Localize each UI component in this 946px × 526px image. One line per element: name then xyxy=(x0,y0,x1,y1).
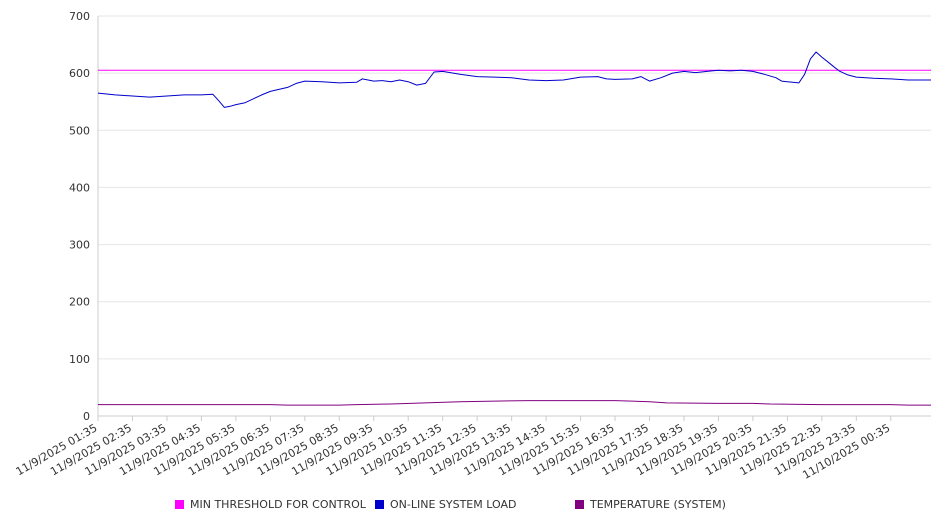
series-layer xyxy=(97,51,931,406)
legend-label-temperature: TEMPERATURE (SYSTEM) xyxy=(590,498,726,511)
series-line-system-load xyxy=(97,51,931,108)
legend-item-system-load[interactable]: ON-LINE SYSTEM LOAD xyxy=(375,498,516,511)
legend-swatch-temperature xyxy=(575,500,584,509)
legend-swatch-system-load xyxy=(375,500,384,509)
y-tick-label: 200 xyxy=(69,296,90,309)
legend: MIN THRESHOLD FOR CONTROL ON-LINE SYSTEM… xyxy=(0,498,946,514)
legend-item-threshold[interactable]: MIN THRESHOLD FOR CONTROL xyxy=(175,498,366,511)
y-tick-label: 400 xyxy=(69,181,90,194)
legend-swatch-threshold xyxy=(175,500,184,509)
legend-label-threshold: MIN THRESHOLD FOR CONTROL xyxy=(190,498,366,511)
series-line-temperature xyxy=(98,400,931,406)
y-tick-label: 100 xyxy=(69,353,90,366)
y-tick-label: 700 xyxy=(69,10,90,23)
legend-item-temperature[interactable]: TEMPERATURE (SYSTEM) xyxy=(575,498,726,511)
grid-layer xyxy=(98,15,931,360)
y-tick-label: 600 xyxy=(69,67,90,80)
y-axis-ticks: 0 100 200 300 400 500 600 700 xyxy=(69,10,90,423)
y-tick-label: 300 xyxy=(69,239,90,252)
y-tick-label: 0 xyxy=(83,410,90,423)
y-tick-label: 500 xyxy=(69,124,90,137)
legend-label-system-load: ON-LINE SYSTEM LOAD xyxy=(390,498,517,511)
